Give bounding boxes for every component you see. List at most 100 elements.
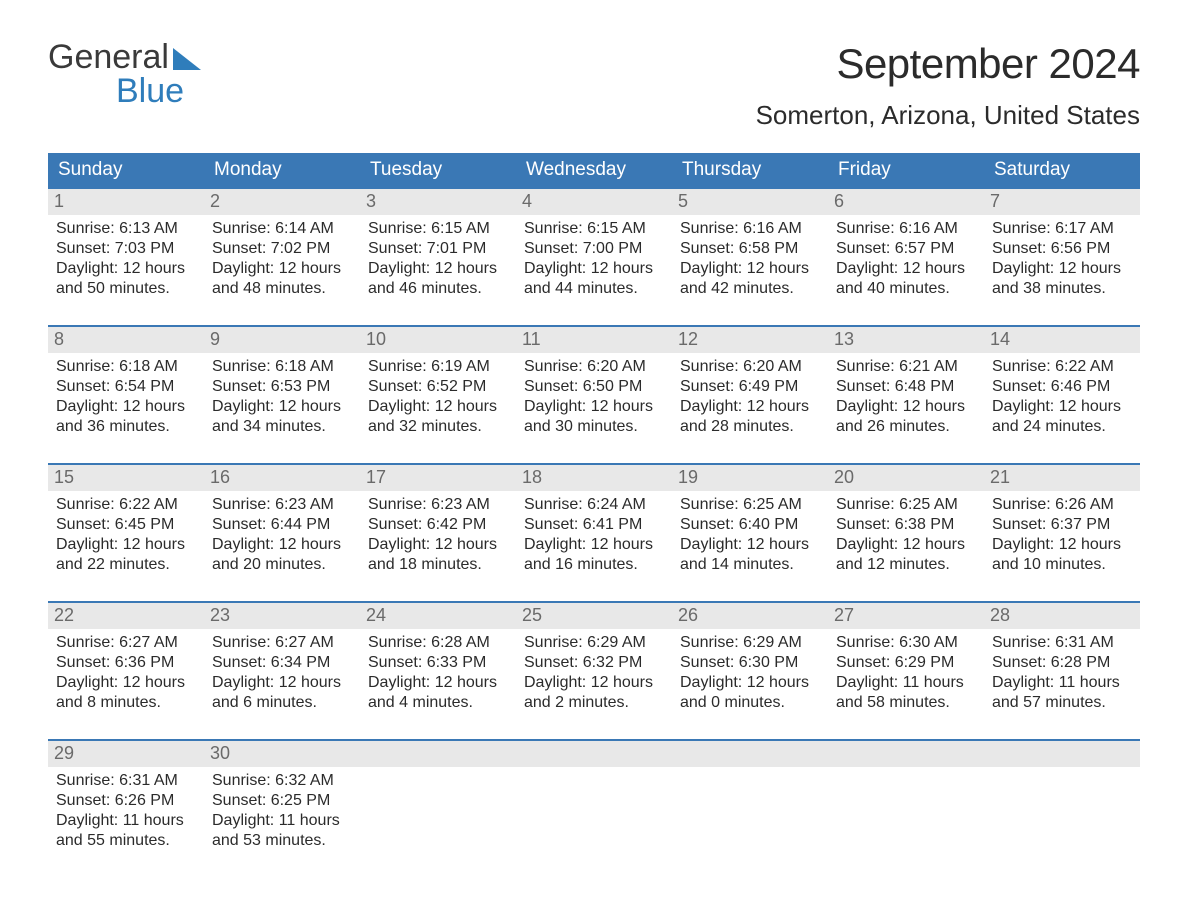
sunrise-line: Sunrise: 6:31 AM	[992, 633, 1132, 653]
sunset-line: Sunset: 6:57 PM	[836, 239, 976, 259]
weekday-header: Friday	[828, 153, 984, 187]
daylight-line: Daylight: 12 hours and 18 minutes.	[368, 535, 508, 575]
day-number: 12	[672, 327, 828, 353]
daylight-line: Daylight: 12 hours and 46 minutes.	[368, 259, 508, 299]
daylight-line: Daylight: 11 hours and 58 minutes.	[836, 673, 976, 713]
daylight-line: Daylight: 12 hours and 6 minutes.	[212, 673, 352, 713]
calendar-day: 25Sunrise: 6:29 AMSunset: 6:32 PMDayligh…	[516, 603, 672, 717]
day-details: Sunrise: 6:16 AMSunset: 6:57 PMDaylight:…	[828, 215, 984, 299]
day-number: 21	[984, 465, 1140, 491]
day-number: 18	[516, 465, 672, 491]
calendar-week: 15Sunrise: 6:22 AMSunset: 6:45 PMDayligh…	[48, 463, 1140, 579]
daylight-line: Daylight: 12 hours and 0 minutes.	[680, 673, 820, 713]
day-number: 30	[204, 741, 360, 767]
day-number: 17	[360, 465, 516, 491]
day-details: Sunrise: 6:32 AMSunset: 6:25 PMDaylight:…	[204, 767, 360, 851]
sunrise-line: Sunrise: 6:31 AM	[56, 771, 196, 791]
sunrise-line: Sunrise: 6:22 AM	[56, 495, 196, 515]
sunrise-line: Sunrise: 6:16 AM	[836, 219, 976, 239]
sunset-line: Sunset: 6:40 PM	[680, 515, 820, 535]
calendar-day: 2Sunrise: 6:14 AMSunset: 7:02 PMDaylight…	[204, 189, 360, 303]
day-number: 9	[204, 327, 360, 353]
day-number: 13	[828, 327, 984, 353]
day-number: 3	[360, 189, 516, 215]
day-number: 6	[828, 189, 984, 215]
sunrise-line: Sunrise: 6:15 AM	[368, 219, 508, 239]
sunrise-line: Sunrise: 6:17 AM	[992, 219, 1132, 239]
day-number: 1	[48, 189, 204, 215]
sunrise-line: Sunrise: 6:13 AM	[56, 219, 196, 239]
daylight-line: Daylight: 12 hours and 40 minutes.	[836, 259, 976, 299]
calendar-day: 7Sunrise: 6:17 AMSunset: 6:56 PMDaylight…	[984, 189, 1140, 303]
calendar-day: 30Sunrise: 6:32 AMSunset: 6:25 PMDayligh…	[204, 741, 360, 855]
sunrise-line: Sunrise: 6:27 AM	[56, 633, 196, 653]
calendar-day-empty	[984, 741, 1140, 855]
day-number: 7	[984, 189, 1140, 215]
calendar-day: 24Sunrise: 6:28 AMSunset: 6:33 PMDayligh…	[360, 603, 516, 717]
day-details: Sunrise: 6:26 AMSunset: 6:37 PMDaylight:…	[984, 491, 1140, 575]
day-details: Sunrise: 6:23 AMSunset: 6:42 PMDaylight:…	[360, 491, 516, 575]
sunset-line: Sunset: 6:26 PM	[56, 791, 196, 811]
weekday-header: Wednesday	[516, 153, 672, 187]
daylight-line: Daylight: 12 hours and 42 minutes.	[680, 259, 820, 299]
day-number: 23	[204, 603, 360, 629]
day-details: Sunrise: 6:25 AMSunset: 6:40 PMDaylight:…	[672, 491, 828, 575]
sunset-line: Sunset: 6:46 PM	[992, 377, 1132, 397]
daylight-line: Daylight: 12 hours and 16 minutes.	[524, 535, 664, 575]
weekday-header: Tuesday	[360, 153, 516, 187]
daylight-line: Daylight: 12 hours and 22 minutes.	[56, 535, 196, 575]
day-number: 2	[204, 189, 360, 215]
sunset-line: Sunset: 6:41 PM	[524, 515, 664, 535]
logo-text-1: General	[48, 40, 169, 74]
sunset-line: Sunset: 6:34 PM	[212, 653, 352, 673]
day-details: Sunrise: 6:31 AMSunset: 6:28 PMDaylight:…	[984, 629, 1140, 713]
calendar-day: 21Sunrise: 6:26 AMSunset: 6:37 PMDayligh…	[984, 465, 1140, 579]
sunrise-line: Sunrise: 6:28 AM	[368, 633, 508, 653]
day-number: 26	[672, 603, 828, 629]
day-number: 29	[48, 741, 204, 767]
sunrise-line: Sunrise: 6:29 AM	[524, 633, 664, 653]
day-number: 14	[984, 327, 1140, 353]
daylight-line: Daylight: 12 hours and 24 minutes.	[992, 397, 1132, 437]
sunset-line: Sunset: 7:02 PM	[212, 239, 352, 259]
daylight-line: Daylight: 12 hours and 30 minutes.	[524, 397, 664, 437]
sunrise-line: Sunrise: 6:25 AM	[680, 495, 820, 515]
calendar-week: 1Sunrise: 6:13 AMSunset: 7:03 PMDaylight…	[48, 187, 1140, 303]
sunrise-line: Sunrise: 6:24 AM	[524, 495, 664, 515]
day-details: Sunrise: 6:24 AMSunset: 6:41 PMDaylight:…	[516, 491, 672, 575]
day-details: Sunrise: 6:20 AMSunset: 6:49 PMDaylight:…	[672, 353, 828, 437]
calendar-day: 9Sunrise: 6:18 AMSunset: 6:53 PMDaylight…	[204, 327, 360, 441]
day-details: Sunrise: 6:20 AMSunset: 6:50 PMDaylight:…	[516, 353, 672, 437]
day-details: Sunrise: 6:22 AMSunset: 6:45 PMDaylight:…	[48, 491, 204, 575]
sunrise-line: Sunrise: 6:15 AM	[524, 219, 664, 239]
sunrise-line: Sunrise: 6:23 AM	[212, 495, 352, 515]
sunrise-line: Sunrise: 6:20 AM	[680, 357, 820, 377]
daylight-line: Daylight: 12 hours and 26 minutes.	[836, 397, 976, 437]
day-details: Sunrise: 6:30 AMSunset: 6:29 PMDaylight:…	[828, 629, 984, 713]
calendar-day: 8Sunrise: 6:18 AMSunset: 6:54 PMDaylight…	[48, 327, 204, 441]
daylight-line: Daylight: 12 hours and 44 minutes.	[524, 259, 664, 299]
sunrise-line: Sunrise: 6:18 AM	[212, 357, 352, 377]
calendar-day: 6Sunrise: 6:16 AMSunset: 6:57 PMDaylight…	[828, 189, 984, 303]
calendar-day: 3Sunrise: 6:15 AMSunset: 7:01 PMDaylight…	[360, 189, 516, 303]
sunset-line: Sunset: 6:29 PM	[836, 653, 976, 673]
location-subtitle: Somerton, Arizona, United States	[756, 100, 1140, 131]
logo-text-2: Blue	[48, 74, 201, 108]
calendar-week: 22Sunrise: 6:27 AMSunset: 6:36 PMDayligh…	[48, 601, 1140, 717]
sunset-line: Sunset: 6:49 PM	[680, 377, 820, 397]
calendar-day: 29Sunrise: 6:31 AMSunset: 6:26 PMDayligh…	[48, 741, 204, 855]
sunrise-line: Sunrise: 6:26 AM	[992, 495, 1132, 515]
daylight-line: Daylight: 12 hours and 12 minutes.	[836, 535, 976, 575]
weekday-header: Monday	[204, 153, 360, 187]
day-number: 19	[672, 465, 828, 491]
calendar-day: 12Sunrise: 6:20 AMSunset: 6:49 PMDayligh…	[672, 327, 828, 441]
day-number	[828, 741, 984, 767]
weekday-header: Thursday	[672, 153, 828, 187]
day-details: Sunrise: 6:16 AMSunset: 6:58 PMDaylight:…	[672, 215, 828, 299]
daylight-line: Daylight: 12 hours and 50 minutes.	[56, 259, 196, 299]
sunrise-line: Sunrise: 6:30 AM	[836, 633, 976, 653]
daylight-line: Daylight: 12 hours and 14 minutes.	[680, 535, 820, 575]
sunset-line: Sunset: 6:44 PM	[212, 515, 352, 535]
day-details: Sunrise: 6:13 AMSunset: 7:03 PMDaylight:…	[48, 215, 204, 299]
day-details: Sunrise: 6:15 AMSunset: 7:00 PMDaylight:…	[516, 215, 672, 299]
